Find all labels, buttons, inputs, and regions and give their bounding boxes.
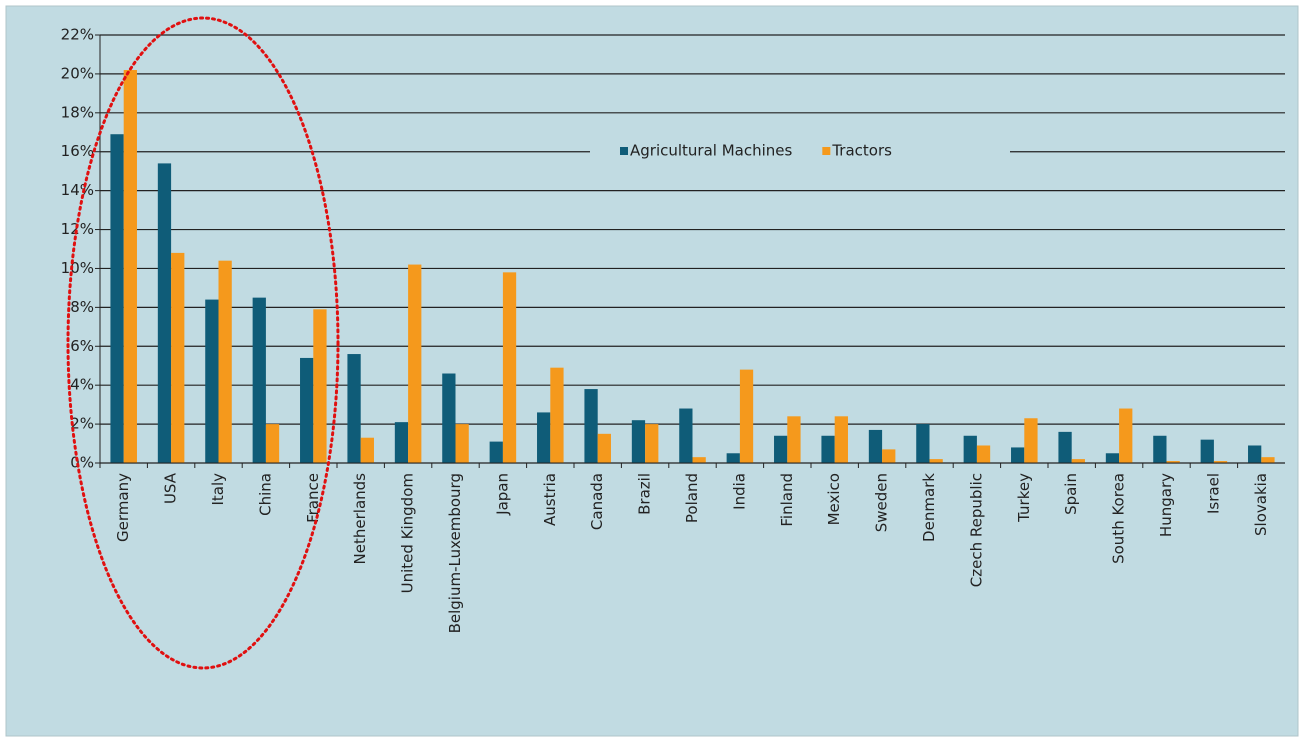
y-tick-label: 10% — [61, 259, 94, 277]
bar — [442, 373, 456, 463]
bar — [157, 163, 172, 463]
bar — [360, 437, 374, 463]
legend-swatch — [620, 147, 628, 155]
bar — [110, 134, 124, 463]
legend-label: Tractors — [831, 142, 892, 160]
bar — [726, 453, 740, 463]
x-tick-label: USA — [162, 472, 180, 504]
bar — [1261, 457, 1275, 463]
x-tick-label: Czech Republic — [967, 473, 985, 587]
y-tick-label: 16% — [61, 142, 94, 160]
bar — [1011, 447, 1025, 463]
bar — [300, 357, 314, 463]
bar — [394, 422, 409, 463]
y-tick-label: 4% — [70, 376, 94, 394]
x-tick-label: Israel — [1204, 473, 1222, 514]
x-tick-label: Mexico — [825, 473, 843, 525]
bar — [408, 264, 422, 463]
bar — [834, 416, 848, 463]
x-tick-label: China — [256, 473, 274, 516]
chart-background — [5, 5, 1299, 737]
bar — [171, 252, 185, 463]
bar — [929, 459, 943, 463]
x-tick-label: Canada — [588, 473, 606, 530]
bar — [584, 389, 598, 463]
bar — [1105, 453, 1120, 463]
y-tick-label: 18% — [61, 103, 94, 121]
bar — [882, 449, 896, 463]
bar — [265, 424, 280, 463]
y-tick-label: 6% — [70, 337, 94, 355]
x-tick-label: France — [304, 473, 322, 523]
x-tick-label: Spain — [1062, 473, 1080, 515]
bar — [916, 424, 930, 463]
bar — [1200, 439, 1214, 463]
legend-background — [590, 139, 1010, 163]
bar — [502, 272, 517, 463]
bar — [631, 420, 646, 463]
x-tick-label: Austria — [541, 473, 559, 526]
x-tick-label: Germany — [114, 473, 132, 542]
x-tick-label: United Kingdom — [399, 473, 417, 593]
x-tick-label: Japan — [493, 473, 511, 516]
legend-label: Agricultural Machines — [630, 142, 793, 160]
x-tick-label: Slovakia — [1252, 473, 1270, 536]
bar — [787, 416, 801, 463]
bar — [313, 309, 327, 463]
bar — [821, 435, 835, 463]
bar — [218, 260, 232, 463]
x-tick-label: Turkey — [1015, 473, 1033, 523]
legend-swatch — [822, 147, 831, 155]
x-tick-label: Finland — [778, 473, 796, 527]
y-tick-label: 12% — [61, 220, 94, 238]
bar — [252, 297, 266, 463]
bar — [1153, 435, 1167, 463]
x-tick-label: South Korea — [1110, 473, 1128, 564]
bar — [1213, 461, 1228, 463]
bar — [868, 429, 883, 463]
bar — [1058, 431, 1072, 463]
bar — [692, 457, 706, 463]
bar — [1248, 445, 1262, 463]
x-tick-label: Netherlands — [351, 473, 369, 565]
bar — [774, 435, 788, 463]
bar — [597, 433, 611, 463]
x-tick-label: Denmark — [920, 473, 938, 542]
bar — [347, 354, 361, 463]
bar — [645, 424, 659, 463]
y-tick-label: 20% — [61, 64, 94, 82]
x-tick-label: Belgium-Luxembourg — [446, 473, 464, 633]
bar — [1071, 459, 1085, 463]
bar — [205, 299, 219, 463]
y-tick-label: 8% — [70, 298, 94, 316]
x-tick-label: Italy — [209, 473, 227, 506]
bar — [123, 70, 137, 463]
bar — [489, 441, 503, 463]
bar — [679, 408, 693, 463]
bar — [1166, 461, 1180, 463]
bar — [537, 412, 551, 463]
y-tick-label: 0% — [70, 454, 94, 472]
bar — [1119, 408, 1133, 463]
x-tick-label: Sweden — [873, 473, 891, 532]
bar — [739, 369, 754, 463]
highlight-ellipse — [66, 16, 340, 670]
y-tick-label: 14% — [61, 181, 94, 199]
x-tick-label: India — [730, 473, 748, 510]
bar — [455, 424, 469, 463]
bar — [963, 435, 977, 463]
x-tick-label: Hungary — [1157, 473, 1175, 537]
x-tick-label: Brazil — [636, 473, 654, 515]
bar — [550, 367, 564, 463]
x-tick-label: Poland — [683, 473, 701, 523]
y-tick-label: 22% — [61, 26, 94, 44]
bar — [1024, 418, 1038, 463]
bar — [976, 445, 991, 463]
y-tick-label: 2% — [70, 415, 94, 433]
